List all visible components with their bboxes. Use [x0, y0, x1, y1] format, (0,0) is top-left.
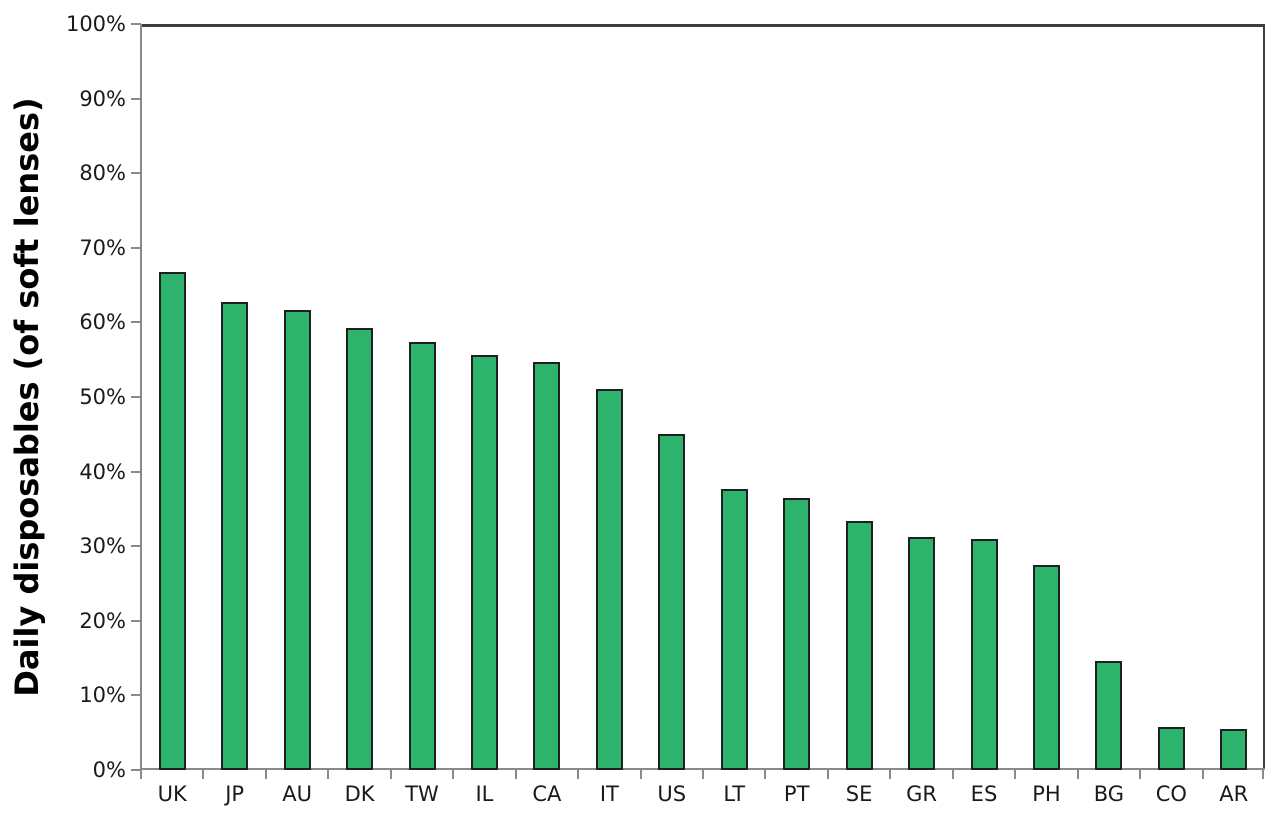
x-label-JP: JP	[225, 782, 245, 806]
y-tick-100%	[131, 23, 141, 25]
x-label-AR: AR	[1219, 782, 1249, 806]
x-label-PT: PT	[783, 782, 810, 806]
y-tick-label-50%: 50%	[79, 385, 126, 409]
bar-AR	[1220, 729, 1248, 770]
y-tick-label-40%: 40%	[79, 459, 126, 484]
x-label-CO: CO	[1155, 782, 1187, 806]
y-tick-label-60%: 60%	[79, 310, 126, 335]
x-tick-10	[764, 770, 767, 779]
x-tick-15	[1076, 770, 1079, 779]
y-tick-20%	[131, 619, 141, 622]
x-label-ES: ES	[970, 782, 998, 806]
x-tick-8	[639, 770, 642, 779]
bar-CA	[533, 362, 561, 770]
y-tick-60%	[131, 321, 141, 324]
x-tick-17	[1201, 770, 1204, 779]
x-label-PH: PH	[1032, 782, 1061, 806]
x-tick-5	[452, 770, 455, 779]
bar-DK	[346, 328, 374, 770]
x-label-AU: AU	[282, 782, 312, 806]
bar-PH	[1032, 565, 1060, 770]
x-label-GR: GR	[906, 782, 937, 806]
bar-LT	[720, 489, 748, 770]
y-tick-90%	[131, 97, 141, 100]
y-tick-80%	[131, 172, 141, 175]
y-tick-label-10%: 10%	[79, 683, 126, 708]
x-tick-16	[1139, 770, 1142, 779]
x-tick-14	[1014, 770, 1017, 779]
y-tick-label-0%: 0%	[92, 758, 126, 782]
x-tick-6	[514, 770, 517, 779]
bar-JP	[221, 302, 249, 770]
y-axis-line	[140, 24, 142, 770]
x-tick-7	[577, 770, 580, 779]
plot-frame-top	[141, 24, 1265, 27]
bar-SE	[845, 521, 873, 770]
plot-area: 0% 10% 20% 30% 40% 50% 60% 70% 80% 90% 100% UK JP AU D…	[66, 12, 1265, 806]
bar-GR	[908, 537, 936, 770]
y-tick-label-30%: 30%	[79, 534, 126, 559]
x-tick-3	[327, 770, 330, 779]
x-tick-11	[826, 770, 829, 779]
y-tick-10%	[131, 694, 141, 697]
x-label-UK: UK	[157, 782, 187, 806]
x-tick-0	[140, 770, 142, 779]
y-tick-50%	[131, 396, 141, 398]
x-label-BG: BG	[1093, 782, 1125, 806]
bar-IL	[470, 355, 498, 770]
x-tick-9	[702, 770, 704, 779]
y-tick-0%	[131, 769, 141, 771]
x-label-CA: CA	[532, 782, 562, 806]
bar-BG	[1095, 661, 1123, 770]
y-tick-label-90%: 90%	[79, 86, 126, 111]
plot-frame-right	[1263, 24, 1265, 770]
y-tick-label-70%: 70%	[79, 235, 126, 260]
x-tick-13	[951, 770, 954, 779]
bar-PT	[783, 498, 811, 770]
bar-US	[658, 434, 686, 770]
y-tick-40%	[131, 470, 141, 473]
bar-IT	[595, 389, 623, 770]
x-label-TW: TW	[405, 782, 439, 806]
y-tick-label-20%: 20%	[79, 608, 126, 633]
bar-UK	[158, 272, 186, 770]
x-label-SE: SE	[845, 782, 873, 806]
y-tick-70%	[131, 246, 141, 249]
x-tick-2	[264, 770, 267, 779]
bar-TW	[408, 342, 436, 770]
bar-AU	[283, 310, 311, 770]
x-tick-4	[389, 770, 392, 779]
y-tick-30%	[131, 545, 141, 548]
x-tick-12	[889, 770, 892, 779]
y-tick-label-80%: 80%	[79, 161, 126, 186]
x-tick-1	[202, 770, 205, 779]
x-tick-18	[1262, 770, 1264, 779]
x-label-IL: IL	[475, 782, 494, 806]
x-label-US: US	[657, 782, 687, 806]
x-label-LT: LT	[723, 782, 746, 806]
bar-ES	[970, 539, 998, 770]
x-label-IT: IT	[599, 782, 619, 806]
x-label-DK: DK	[344, 782, 375, 806]
y-tick-label-100%: 100%	[65, 12, 126, 36]
bar-CO	[1157, 727, 1185, 770]
x-axis-line	[140, 768, 1265, 770]
